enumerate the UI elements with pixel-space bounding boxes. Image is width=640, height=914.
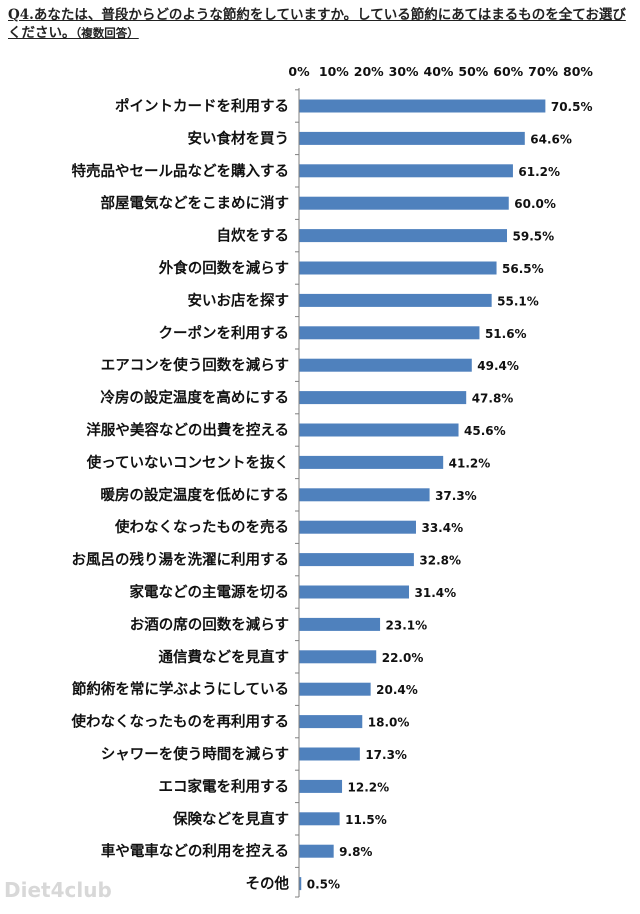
category-label: 外食の回数を減らす xyxy=(159,259,289,277)
bar xyxy=(299,585,410,599)
bar xyxy=(299,650,377,664)
bar xyxy=(299,293,492,307)
category-label: 特売品やセール品などを購入する xyxy=(72,162,290,180)
bar xyxy=(299,326,480,340)
value-label: 55.1% xyxy=(497,294,539,308)
value-label: 20.4% xyxy=(376,683,418,697)
category-label: 家電などの主電源を切る xyxy=(130,583,290,601)
category-label: 使わなくなったものを売る xyxy=(114,518,289,536)
category-label: 使わなくなったものを再利用する xyxy=(71,713,290,731)
category-label: エコ家電を利用する xyxy=(159,777,290,795)
bar xyxy=(299,423,459,437)
value-label: 70.5% xyxy=(551,100,593,114)
bar xyxy=(299,229,508,243)
bar xyxy=(299,358,472,372)
bar xyxy=(299,553,414,567)
value-label: 60.0% xyxy=(514,197,556,211)
category-label: 安いお店を探す xyxy=(188,291,290,309)
value-label: 9.8% xyxy=(339,845,372,859)
category-label: クーポンを利用する xyxy=(159,324,290,342)
bar xyxy=(299,99,546,113)
value-label: 59.5% xyxy=(513,230,555,244)
category-label: 自炊をする xyxy=(217,227,290,245)
category-label: 洋服や美容などの出費を控える xyxy=(86,421,289,439)
value-label: 11.5% xyxy=(345,813,387,827)
category-label: シャワーを使う時間を減らす xyxy=(101,745,289,763)
category-label: 通信費などを見直す xyxy=(159,648,290,666)
bar xyxy=(299,164,513,178)
bar xyxy=(299,488,430,502)
question-text: Q4.あなたは、普段からどのような節約をしていますか。している節約にあてはまるも… xyxy=(8,6,633,42)
value-label: 47.8% xyxy=(472,392,514,406)
category-label: 車や電車などの利用を控える xyxy=(101,842,289,860)
value-label: 0.5% xyxy=(307,878,340,892)
category-label: その他 xyxy=(246,875,290,893)
bar xyxy=(299,715,363,729)
x-tick-label: 10% xyxy=(319,64,349,79)
bar xyxy=(299,196,509,210)
category-label: 冷房の設定温度を高めにする xyxy=(100,389,289,407)
question-note: （複数回答） xyxy=(75,26,139,40)
bar xyxy=(299,877,302,891)
category-label: エアコンを使う回数を減らす xyxy=(101,356,289,374)
value-label: 64.6% xyxy=(530,132,572,146)
value-label: 23.1% xyxy=(386,618,428,632)
value-label: 31.4% xyxy=(415,586,457,600)
x-tick-label: 20% xyxy=(354,64,384,79)
category-label: 部屋電気などをこまめに消す xyxy=(101,194,290,212)
watermark-logo: Diet4club xyxy=(4,878,112,902)
bar xyxy=(299,391,467,405)
x-tick-label: 70% xyxy=(528,64,558,79)
value-label: 45.6% xyxy=(464,424,506,438)
category-label: 安い食材を買う xyxy=(188,129,290,147)
bar xyxy=(299,747,360,761)
value-label: 18.0% xyxy=(368,716,410,730)
value-label: 17.3% xyxy=(365,748,407,762)
value-label: 41.2% xyxy=(449,456,491,470)
category-label: 暖房の設定温度を低めにする xyxy=(100,486,289,504)
bar xyxy=(299,617,381,631)
bar xyxy=(299,520,416,534)
category-label: ポイントカードを利用する xyxy=(115,97,289,115)
value-label: 61.2% xyxy=(518,165,560,179)
bar xyxy=(299,261,497,275)
bar xyxy=(299,131,525,145)
value-label: 49.4% xyxy=(477,359,519,373)
bar xyxy=(299,844,334,858)
category-label: お酒の席の回数を減らす xyxy=(130,615,289,633)
x-tick-label: 0% xyxy=(288,64,310,79)
x-tick-label: 80% xyxy=(563,64,593,79)
bar xyxy=(299,812,340,826)
value-label: 37.3% xyxy=(435,489,477,503)
x-tick-label: 40% xyxy=(424,64,454,79)
category-label: 保険などを見直す xyxy=(172,810,289,828)
value-label: 12.2% xyxy=(348,780,390,794)
bar xyxy=(299,779,343,793)
x-tick-label: 50% xyxy=(458,64,488,79)
category-label: 節約術を常に学ぶようにしている xyxy=(72,680,289,698)
question-body: Q4.あなたは、普段からどのような節約をしていますか。している節約にあてはまるも… xyxy=(8,7,626,41)
bar xyxy=(299,682,371,696)
x-tick-label: 60% xyxy=(493,64,523,79)
value-label: 56.5% xyxy=(502,262,544,276)
category-label: 使っていないコンセントを抜く xyxy=(86,453,289,471)
x-tick-label: 30% xyxy=(389,64,419,79)
value-label: 32.8% xyxy=(419,554,461,568)
value-label: 22.0% xyxy=(382,651,424,665)
value-label: 33.4% xyxy=(421,521,463,535)
category-label: お風呂の残り湯を洗濯に利用する xyxy=(72,551,290,569)
bar xyxy=(299,455,444,469)
value-label: 51.6% xyxy=(485,327,527,341)
